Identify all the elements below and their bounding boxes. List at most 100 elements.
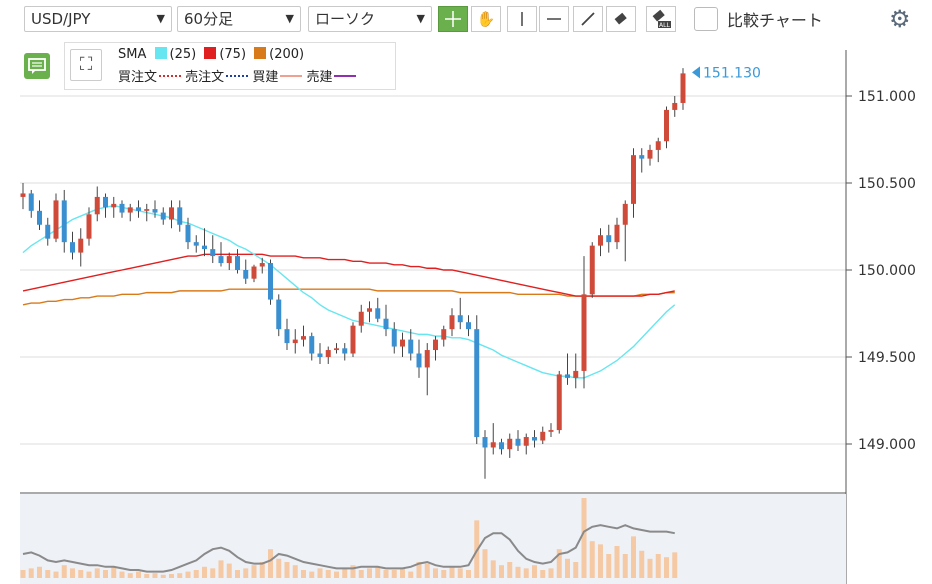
sell-order-label: 売注文 [185, 70, 225, 85]
volume-bar [20, 570, 26, 578]
volume-bar [243, 568, 249, 578]
volume-bar [383, 570, 389, 578]
candle-body [540, 431, 546, 441]
volume-bar [647, 558, 653, 578]
candle-body [672, 102, 678, 110]
volume-bar [490, 560, 496, 578]
candle-body [70, 242, 75, 253]
moving-averages [22, 204, 676, 379]
candle-body [614, 224, 620, 243]
candle-body [177, 207, 183, 225]
candle-body [367, 308, 372, 312]
horizontal-line-icon [547, 18, 561, 20]
eraser-tool-button[interactable] [606, 6, 636, 32]
gear-icon[interactable]: ⚙ [889, 5, 911, 33]
symbol-select[interactable]: USD/JPY ▼ [24, 6, 172, 32]
volume-bar [144, 574, 150, 578]
candle-body [334, 348, 339, 351]
volume-bar [523, 568, 529, 578]
price-chart[interactable]: 151.000 150.500 150.000 149.500 149.000 151.… [0, 38, 932, 584]
candle-body [499, 442, 504, 450]
sma-label: SMA [118, 47, 147, 62]
candle-body [61, 200, 67, 243]
volume-bar [441, 570, 447, 578]
price-pointer-icon [692, 66, 700, 79]
hand-icon: ✋ [476, 10, 496, 28]
volume-bar [259, 562, 265, 578]
volume-bar [268, 549, 273, 578]
candle-body [301, 336, 306, 340]
y-tick-label: 150.000 [858, 263, 916, 279]
sma200-line [22, 288, 675, 306]
volume-bar [639, 550, 645, 578]
volume-bar [119, 571, 125, 578]
comment-button[interactable] [24, 53, 50, 79]
chart-style-select[interactable]: ローソク ▼ [308, 6, 432, 32]
candle-body [28, 193, 34, 211]
volume-bar [325, 570, 331, 578]
current-price-tag: 151.130 [692, 65, 761, 81]
y-axis-ticks: 151.000 150.500 150.000 149.500 149.000 [846, 89, 916, 453]
compare-chart-label: 比較チャート [727, 11, 823, 30]
buy-position-label: 買建 [252, 70, 279, 85]
volume-bar [466, 570, 471, 578]
sma200-swatch [254, 47, 267, 59]
volume-bar [202, 566, 207, 578]
candle-body [400, 339, 405, 347]
volume-bar [375, 566, 381, 578]
erase-all-button[interactable]: ALL [646, 6, 676, 32]
candle-body [235, 256, 240, 270]
volume-bar [152, 573, 158, 578]
volume-bar [78, 570, 84, 578]
volume-bar [367, 568, 372, 578]
sma25-label: (25) [169, 47, 197, 62]
volume-bar [160, 574, 166, 578]
volume-bar [251, 565, 257, 578]
candle-body [284, 329, 290, 344]
erase-all-icon: ALL [652, 9, 671, 29]
crosshair-tool-button[interactable] [438, 6, 468, 32]
candle-body [441, 329, 447, 340]
candle-body [482, 437, 488, 448]
volume-bar [177, 573, 183, 578]
candle-body [383, 318, 389, 330]
candle-body [466, 322, 471, 330]
y-tick-label: 149.000 [858, 437, 916, 453]
candle-body [358, 311, 364, 326]
sma75-swatch [204, 47, 217, 59]
compare-chart-checkbox[interactable] [694, 7, 718, 31]
sell-order-line [226, 75, 249, 77]
timeframe-select[interactable]: 60分足 ▼ [177, 6, 301, 32]
candle-body [268, 263, 273, 300]
trendline-tool-button[interactable] [573, 6, 603, 32]
candle-body [449, 315, 455, 330]
candle-body [589, 245, 595, 295]
hand-tool-button[interactable]: ✋ [471, 6, 501, 32]
volume-bar [499, 565, 504, 578]
candle-body [210, 249, 216, 257]
sma25-swatch [154, 47, 167, 59]
expand-icon: ⛶ [79, 54, 93, 75]
volume-bar [598, 544, 603, 578]
candle-body [573, 370, 579, 378]
candle-body [647, 149, 653, 159]
candle-body [20, 193, 26, 197]
horizontal-line-tool-button[interactable] [539, 6, 569, 32]
chevron-down-icon: ▼ [416, 12, 425, 25]
expand-button[interactable]: ⛶ [70, 49, 102, 81]
sma25-line [22, 204, 676, 379]
volume-bar [482, 549, 488, 578]
legend [64, 42, 396, 90]
vertical-line-tool-button[interactable] [507, 6, 537, 32]
candle-body [103, 196, 108, 208]
candle-body [433, 339, 438, 351]
candle-body [160, 212, 166, 220]
volume-bar [424, 563, 430, 578]
volume-bar [449, 566, 455, 578]
candle-body [507, 438, 513, 450]
buy-position-line [280, 75, 303, 77]
candle-body [622, 203, 628, 225]
candle-body [292, 339, 298, 344]
candle-body [639, 155, 645, 159]
candle-body [276, 299, 282, 330]
